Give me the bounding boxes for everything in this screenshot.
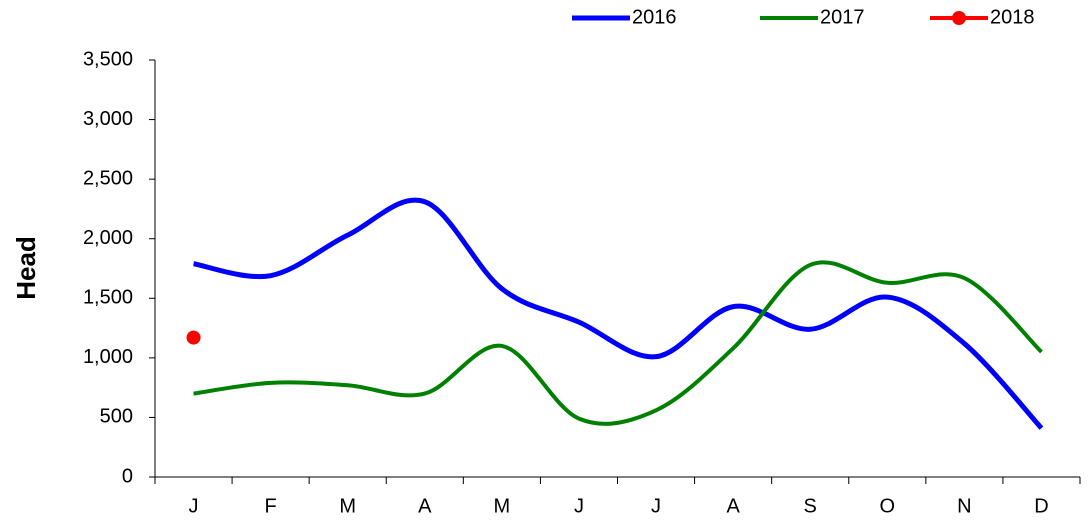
x-tick-label: M — [339, 495, 356, 517]
legend-label: 2016 — [632, 6, 677, 28]
x-tick-label: O — [880, 495, 896, 517]
y-tick-label: 3,500 — [83, 48, 133, 70]
x-tick-label: J — [651, 495, 661, 517]
x-tick-label: A — [418, 495, 432, 517]
y-tick-label: 0 — [122, 465, 133, 487]
x-tick-label: J — [574, 495, 584, 517]
series-marker — [186, 330, 201, 345]
y-tick-label: 1,500 — [83, 287, 133, 309]
y-tick-label: 2,500 — [83, 167, 133, 189]
legend-marker — [952, 11, 966, 25]
y-tick-label: 2,000 — [83, 227, 133, 249]
y-tick-label: 3,000 — [83, 108, 133, 130]
legend-label: 2017 — [820, 6, 865, 28]
x-tick-label: J — [189, 495, 199, 517]
x-tick-label: M — [494, 495, 511, 517]
legend-label: 2018 — [990, 6, 1035, 28]
series-line — [193, 260, 1043, 426]
x-tick-label: A — [726, 495, 740, 517]
y-tick-label: 1,000 — [83, 346, 133, 368]
x-tick-label: N — [957, 495, 971, 517]
x-tick-label: S — [804, 495, 817, 517]
y-tick-label: 500 — [100, 406, 133, 428]
x-tick-label: D — [1034, 495, 1048, 517]
y-axis-label: Head — [11, 236, 41, 300]
series-line — [193, 197, 1044, 430]
x-tick-label: F — [265, 495, 277, 517]
